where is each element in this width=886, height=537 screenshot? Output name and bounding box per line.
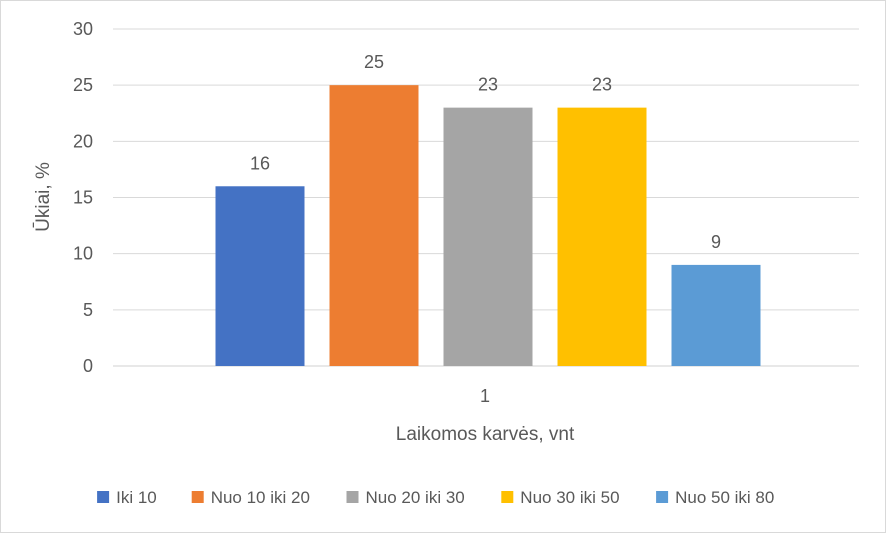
legend-item-5: Nuo 50 iki 80 <box>656 488 774 507</box>
legend-label: Nuo 30 iki 50 <box>520 488 619 507</box>
legend-label: Iki 10 <box>116 488 157 507</box>
legend-item-1: Iki 10 <box>97 488 157 507</box>
data-label: 25 <box>364 52 384 72</box>
legend: Iki 10 Nuo 10 iki 20 Nuo 20 iki 30 Nuo 30 i… <box>97 488 774 507</box>
bar-2 <box>329 85 419 367</box>
data-label: 23 <box>592 75 612 95</box>
y-tick-label: 10 <box>73 244 93 264</box>
y-tick-label: 15 <box>73 188 93 208</box>
x-tick-label: 1 <box>480 386 490 406</box>
legend-swatch <box>501 491 514 503</box>
legend-swatch <box>191 491 204 503</box>
legend-item-4: Nuo 30 iki 50 <box>501 488 620 507</box>
legend-label: Nuo 20 iki 30 <box>366 488 465 507</box>
legend-label: Nuo 10 iki 20 <box>211 488 310 507</box>
y-axis-ticks: 0 5 10 15 20 25 30 <box>73 19 93 376</box>
legend-label: Nuo 50 iki 80 <box>675 488 774 507</box>
y-tick-label: 30 <box>73 19 93 39</box>
legend-swatch <box>656 491 669 503</box>
bars <box>215 85 761 367</box>
y-tick-label: 25 <box>73 75 93 95</box>
bar-1 <box>215 186 305 366</box>
y-tick-label: 20 <box>73 131 93 151</box>
y-tick-label: 5 <box>83 300 93 320</box>
data-label: 16 <box>250 153 270 173</box>
bar-4 <box>557 107 647 366</box>
legend-item-2: Nuo 10 iki 20 <box>191 488 310 507</box>
y-tick-label: 0 <box>83 356 93 376</box>
data-labels: 16 25 23 23 9 <box>250 52 721 252</box>
y-axis-title: Ūkiai, % <box>33 162 54 232</box>
legend-item-3: Nuo 20 iki 30 <box>346 488 465 507</box>
legend-swatch <box>346 491 359 503</box>
data-label: 9 <box>711 232 721 252</box>
data-label: 23 <box>478 75 498 95</box>
legend-swatch <box>97 491 110 503</box>
x-axis-title: Laikomos karvės, vnt <box>396 424 575 445</box>
bar-5 <box>671 264 761 366</box>
bar-3 <box>443 107 533 366</box>
